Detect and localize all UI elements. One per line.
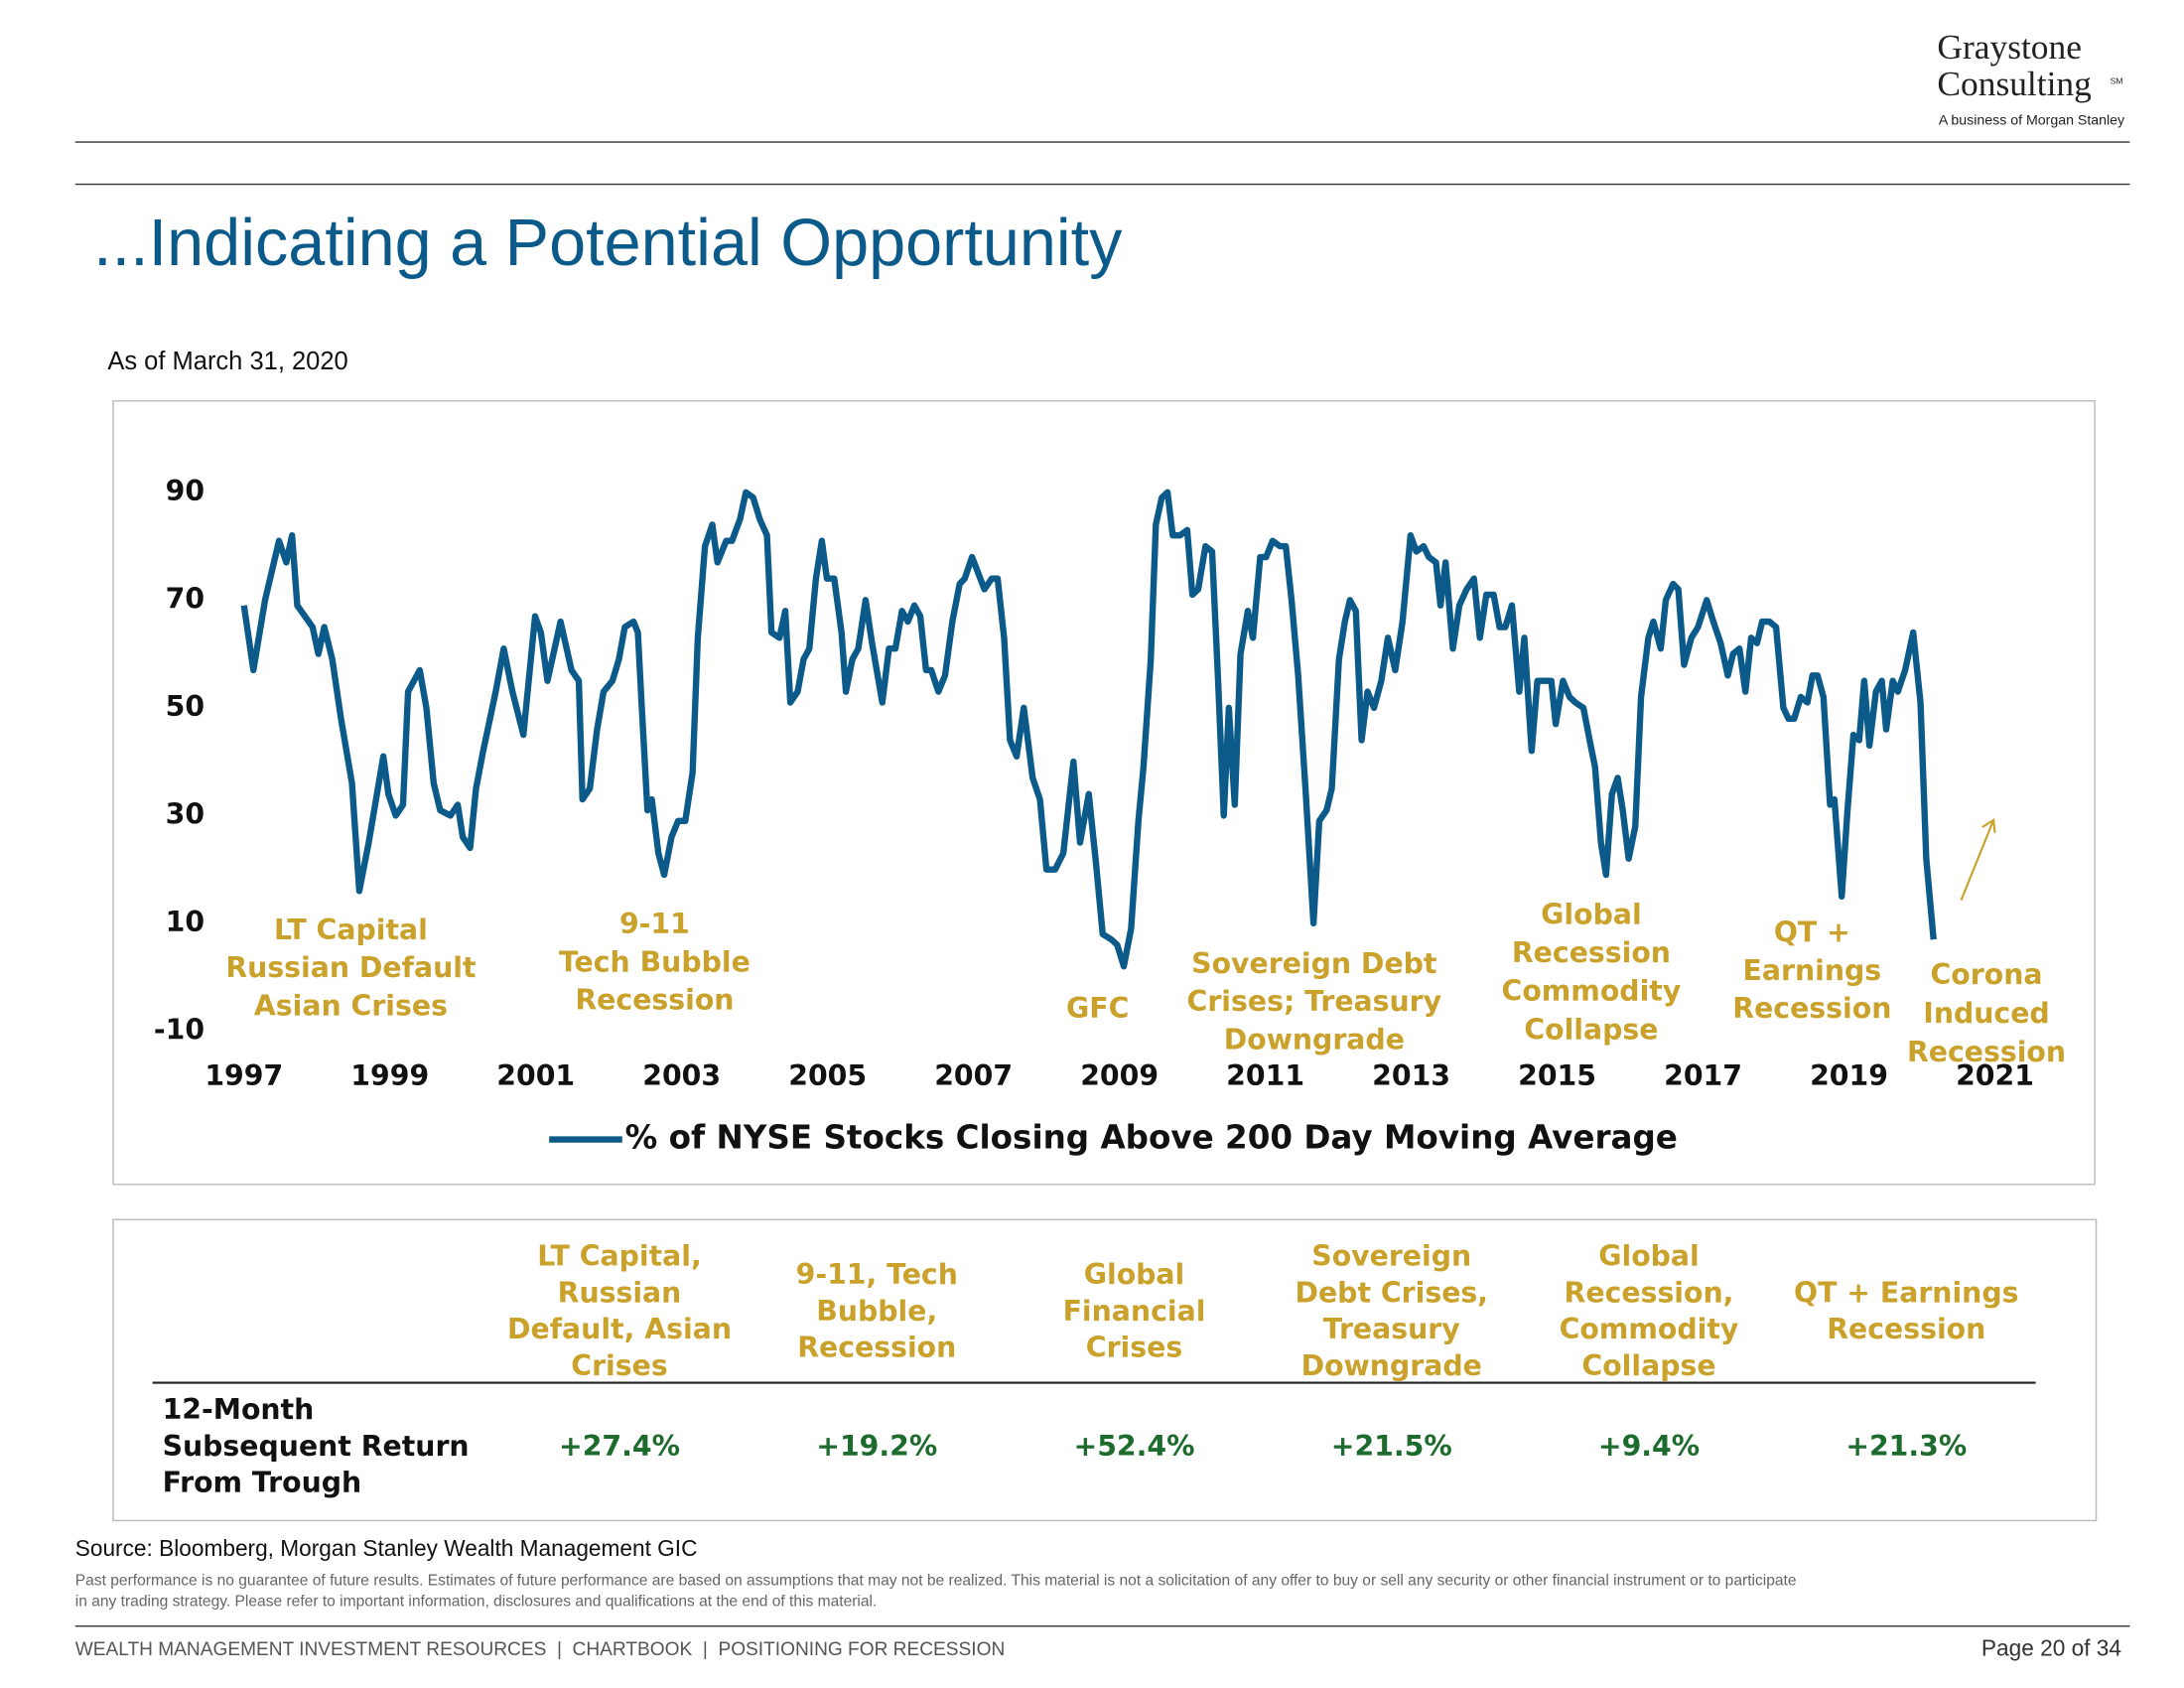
y-tick-label: 90	[166, 475, 205, 507]
annotation: Corona	[1931, 958, 2043, 991]
table-frame	[112, 1218, 2098, 1522]
column-header: 9-11, Tech	[796, 1258, 958, 1291]
cell-value: +19.2%	[816, 1430, 937, 1463]
column-header: Recession	[797, 1332, 956, 1364]
column-header: Default, Asian	[507, 1313, 732, 1345]
disclaimer: Past performance is no guarantee of futu…	[75, 1572, 1797, 1589]
logo-tagline: A business of Morgan Stanley	[1939, 113, 2125, 129]
x-tick-label: 2007	[934, 1059, 1013, 1092]
x-tick-label: 2001	[496, 1059, 575, 1092]
column-header: LT Capital,	[537, 1240, 702, 1273]
annotation: Induced	[1923, 997, 2049, 1030]
column-header: Global	[1084, 1258, 1185, 1291]
column-header: Bubble,	[816, 1295, 937, 1328]
x-tick-label: 2021	[1956, 1059, 2034, 1092]
row-label: Subsequent Return	[163, 1430, 470, 1463]
column-header: Downgrade	[1301, 1349, 1482, 1382]
footer-left: WEALTH MANAGEMENT INVESTMENT RESOURCES |…	[75, 1639, 1006, 1660]
x-tick-label: 2009	[1080, 1059, 1159, 1092]
annotation: Russian Default	[225, 951, 476, 984]
logo-mark: SM	[2111, 75, 2123, 85]
row-label: From Trough	[163, 1467, 362, 1499]
y-tick-label: 70	[166, 582, 205, 615]
column-header: Russian	[558, 1276, 682, 1309]
annotation: Tech Bubble	[559, 945, 751, 978]
column-header: Debt Crises,	[1295, 1276, 1488, 1309]
column-header: Recession	[1827, 1313, 1985, 1345]
as-of: As of March 31, 2020	[107, 348, 347, 375]
annotation: Crises; Treasury	[1187, 985, 1442, 1018]
column-header: Commodity	[1560, 1313, 1739, 1345]
legend-label: % of NYSE Stocks Closing Above 200 Day M…	[625, 1119, 1678, 1157]
arrow	[1960, 819, 1995, 902]
x-tick-label: 2003	[642, 1059, 721, 1092]
y-tick-label: 50	[166, 690, 205, 723]
page-number: Page 20 of 34	[1981, 1635, 2121, 1661]
annotation: Asian Crises	[254, 989, 448, 1022]
x-tick-label: 2013	[1372, 1059, 1450, 1092]
cell-value: +21.3%	[1845, 1430, 1967, 1463]
annotation: LT Capital	[274, 914, 428, 946]
annotation: GFC	[1066, 992, 1129, 1025]
logo-line: Graystone	[1937, 27, 2082, 67]
annotation: Downgrade	[1224, 1023, 1405, 1055]
cell-value: +9.4%	[1598, 1430, 1700, 1463]
row-label: 12-Month	[163, 1393, 315, 1426]
data-line	[240, 489, 1937, 970]
cell-value: +21.5%	[1331, 1430, 1452, 1463]
annotation: Global	[1541, 898, 1642, 930]
annotation: Recession	[575, 984, 734, 1017]
column-header: Financial	[1063, 1295, 1206, 1328]
annotation: QT +	[1774, 916, 1850, 949]
chart-frame	[112, 400, 2096, 1186]
annotation: Earnings	[1743, 954, 1882, 987]
annotation: Collapse	[1524, 1013, 1658, 1046]
column-header: Global	[1598, 1240, 1700, 1273]
annotation: 9-11	[619, 908, 690, 940]
y-tick-label: 30	[166, 797, 205, 830]
column-header: Sovereign	[1311, 1240, 1471, 1273]
column-header: QT + Earnings	[1794, 1276, 2019, 1309]
annotation: Sovereign Debt	[1191, 947, 1436, 980]
source: Source: Bloomberg, Morgan Stanley Wealth…	[75, 1535, 698, 1561]
annotation: Recession	[1907, 1036, 2066, 1068]
column-header: Treasury	[1323, 1313, 1460, 1345]
x-tick-label: 2005	[788, 1059, 867, 1092]
arrow-head	[1981, 818, 1996, 833]
x-tick-label: 2019	[1810, 1059, 1888, 1092]
y-tick-label: 10	[166, 906, 205, 938]
x-tick-label: 1999	[350, 1059, 429, 1092]
logo-line: Consulting	[1937, 64, 2092, 103]
annotation: Commodity	[1502, 975, 1682, 1008]
annotation: Recession	[1732, 992, 1891, 1025]
column-header: Crises	[1086, 1332, 1182, 1364]
cell-value: +27.4%	[559, 1430, 680, 1463]
x-tick-label: 2015	[1518, 1059, 1596, 1092]
page-title: ...Indicating a Potential Opportunity	[93, 207, 1123, 280]
annotation: Recession	[1512, 936, 1671, 969]
column-header: Recession,	[1565, 1276, 1734, 1309]
x-tick-label: 2017	[1664, 1059, 1742, 1092]
x-tick-label: 2011	[1226, 1059, 1304, 1092]
cell-value: +52.4%	[1073, 1430, 1194, 1463]
column-header: Crises	[571, 1349, 667, 1382]
x-tick-label: 1997	[205, 1059, 283, 1092]
disclaimer: in any trading strategy. Please refer to…	[75, 1594, 878, 1611]
column-header: Collapse	[1581, 1349, 1715, 1382]
y-tick-label: -10	[154, 1013, 205, 1046]
